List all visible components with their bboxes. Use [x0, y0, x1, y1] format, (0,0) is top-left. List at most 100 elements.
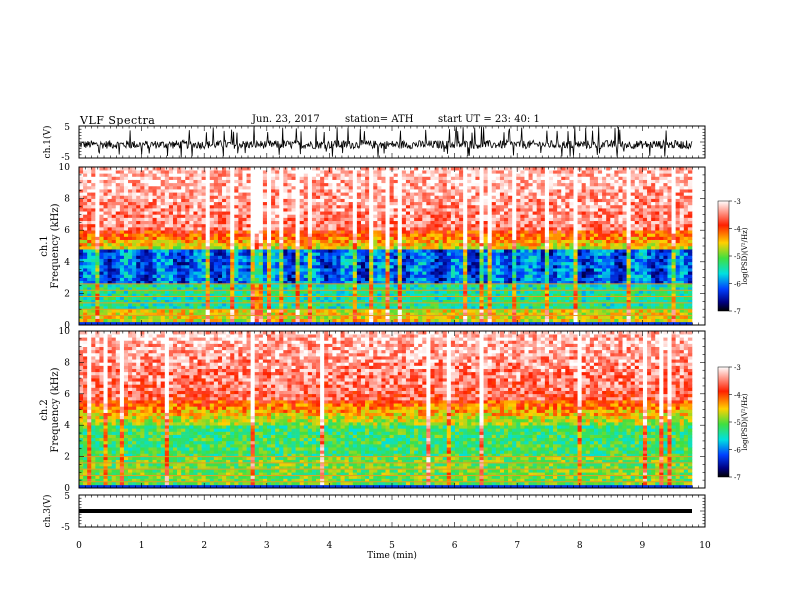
spectrogram-cell	[442, 182, 448, 187]
spectrogram-cell	[446, 280, 452, 285]
spectrogram-cell	[136, 306, 141, 310]
spectrogram-cell	[352, 182, 358, 187]
spectrogram-cell	[332, 179, 337, 184]
spectrogram-cell	[360, 315, 366, 319]
spectrogram-cell	[213, 299, 219, 304]
spectrogram-cell	[418, 299, 423, 304]
spectrogram-cell	[136, 220, 141, 225]
spectrogram-cell	[123, 233, 129, 237]
spectrogram-cell	[254, 214, 260, 218]
spectrogram-cell	[201, 315, 206, 319]
spectrogram-cell	[340, 201, 345, 206]
spectrogram-cell	[209, 290, 215, 294]
spectrogram-cell	[316, 277, 321, 282]
spectrogram-cell	[471, 242, 476, 247]
spectrogram-cell	[115, 182, 121, 187]
spectrogram-cell	[328, 277, 333, 282]
spectrogram-cell	[471, 277, 476, 282]
spectrogram-cell	[295, 220, 300, 225]
spectrogram-cell	[356, 173, 362, 177]
spectrogram-cell	[132, 302, 137, 307]
spectrogram-cell	[397, 306, 403, 310]
spectrogram-cell	[405, 287, 411, 291]
spectrogram-cell	[168, 261, 174, 266]
spectrogram-cell	[148, 290, 153, 294]
spectrogram-cell	[140, 189, 145, 193]
spectrogram-cell	[103, 321, 108, 326]
spectrogram-cell	[152, 189, 157, 193]
spectrogram-cell	[83, 201, 88, 206]
spectrogram-cell	[193, 198, 198, 203]
spectrogram-cell	[234, 214, 239, 218]
spectrogram-cell	[336, 233, 341, 237]
spectrogram-cell	[381, 220, 386, 225]
spectrogram-cell	[266, 258, 272, 263]
spectrogram-cell	[311, 170, 317, 174]
spectrogram-cell	[262, 201, 268, 206]
spectrogram-cell	[128, 214, 133, 218]
spectrogram-cell	[254, 255, 260, 259]
spectrogram-cell	[430, 167, 435, 171]
spectrogram-cell	[148, 283, 153, 288]
spectrogram-cell	[168, 321, 174, 326]
spectrogram-cell	[91, 283, 96, 288]
spectrogram-cell	[377, 299, 382, 304]
spectrogram-cell	[83, 242, 88, 247]
spectrogram-cell	[95, 192, 100, 196]
spectrogram-cell	[152, 185, 157, 190]
spectrogram-cell	[226, 204, 231, 209]
spectrogram-cell	[360, 258, 366, 263]
spectrogram-cell	[410, 195, 415, 199]
spectrogram-cell	[148, 242, 153, 247]
spectrogram-cell	[393, 274, 399, 278]
spectrogram-cell	[328, 309, 333, 313]
spectrogram-cell	[385, 173, 390, 177]
spectrogram-cell	[79, 223, 84, 228]
spectrogram-cell	[320, 264, 325, 269]
spectrogram-cell	[222, 214, 227, 218]
spectrogram-cell	[283, 246, 288, 250]
spectrogram-cell	[266, 302, 272, 307]
spectrogram-cell	[438, 242, 444, 247]
spectrogram-cell	[119, 223, 125, 228]
spectrogram-cell	[87, 249, 92, 253]
spectrogram-cell	[450, 182, 456, 187]
spectrogram-cell	[336, 249, 341, 253]
spectrogram-cell	[132, 223, 137, 228]
spectrogram-cell	[123, 255, 129, 259]
spectrogram-cell	[463, 211, 468, 215]
spectrogram-cell	[91, 170, 96, 174]
spectrogram-cell	[123, 299, 129, 304]
spectrogram-cell	[258, 249, 264, 253]
spectrogram-cell	[348, 315, 354, 319]
spectrogram-cell	[307, 239, 313, 244]
spectrogram-cell	[471, 239, 476, 244]
spectrogram-cell	[418, 309, 423, 313]
spectrogram-cell	[340, 264, 345, 269]
spectrogram-cell	[275, 264, 280, 269]
spectrogram-cell	[475, 223, 480, 228]
spectrogram-cell	[128, 201, 133, 206]
spectrogram-cell	[230, 176, 235, 180]
spectrogram-cell	[475, 220, 480, 225]
spectrogram-cell	[291, 198, 296, 203]
spectrogram-cell	[148, 220, 153, 225]
spectrogram-cell	[348, 185, 354, 190]
spectrogram-cell	[365, 321, 370, 326]
spectrogram-cell	[369, 167, 374, 171]
spectrogram-cell	[213, 227, 219, 231]
spectrogram-cell	[181, 261, 186, 266]
spectrogram-cell	[434, 246, 439, 250]
spectrogram-cell	[356, 306, 362, 310]
spectrogram-cell	[463, 283, 468, 288]
spectrogram-cell	[258, 211, 264, 215]
spectrogram-cell	[348, 299, 354, 304]
spectrogram-cell	[238, 252, 243, 256]
spectrogram-cell	[217, 246, 223, 250]
spectrogram-cell	[172, 318, 178, 323]
spectrogram-cell	[414, 249, 419, 253]
spectrogram-cell	[373, 321, 378, 326]
spectrogram-cell	[177, 306, 182, 310]
spectrogram-cell	[222, 211, 227, 215]
spectrogram-cell	[352, 261, 358, 266]
